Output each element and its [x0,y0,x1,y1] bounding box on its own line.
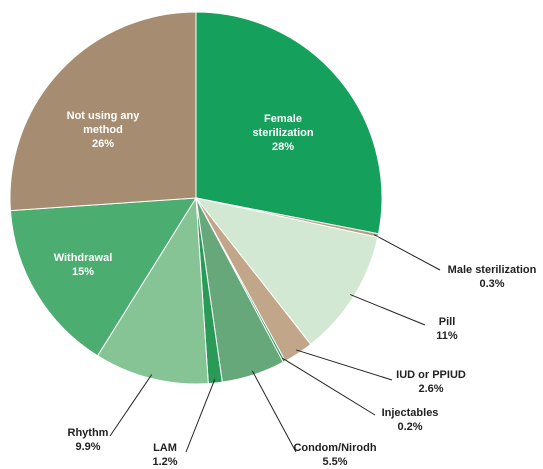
slice-label: Rhythm 9.9% [68,426,109,454]
value-label: 11% [436,330,458,342]
leader-line [251,370,297,453]
slice-label: Withdrawal 15% [23,251,143,279]
pie-slice [96,196,209,385]
slice-label: Female sterilization 28% [238,112,328,154]
value-label: 1.2% [152,456,178,468]
value-label: 0.3% [479,278,505,290]
slice-label: LAM 1.2% [152,441,177,469]
category-label: LAM [153,442,177,454]
value-label: 2.6% [418,383,444,395]
category-label: Male sterilization [447,264,537,276]
category-label: Condom/Nirodh [293,442,377,454]
pie-slice [9,197,197,357]
leader-line [350,294,426,326]
value-label: 15% [71,266,95,278]
slice-label: Male sterilization 0.3% [448,263,537,291]
slice-label: Injectables 0.2% [382,406,439,434]
leader-line [109,374,153,437]
leader-line [296,349,393,381]
category-label: Withdrawal [53,252,113,264]
pie-slice [9,11,197,212]
slice-label: IUD or PPIUD 2.6% [396,368,466,396]
category-label: Not using any method [66,110,140,136]
pie-slice [195,11,383,235]
pie-slice [194,197,379,346]
leader-line [374,234,441,271]
value-label: 0.2% [397,421,423,433]
slice-label: Condom/Nirodh 5.5% [293,441,376,469]
slice-label: Not using any method 26% [53,109,153,151]
leader-line [185,378,216,453]
category-label: Rhythm [67,427,109,439]
category-label: Female sterilization [252,113,314,139]
value-label: 5.5% [322,456,348,468]
category-label: Pill [438,316,456,328]
category-label: Injectables [381,407,439,419]
value-label: 26% [91,138,115,150]
leader-line [282,357,376,416]
value-label: 9.9% [75,441,101,453]
value-label: 28% [271,141,295,153]
category-label: IUD or PPIUD [396,369,466,381]
slice-label: Pill 11% [436,315,457,343]
